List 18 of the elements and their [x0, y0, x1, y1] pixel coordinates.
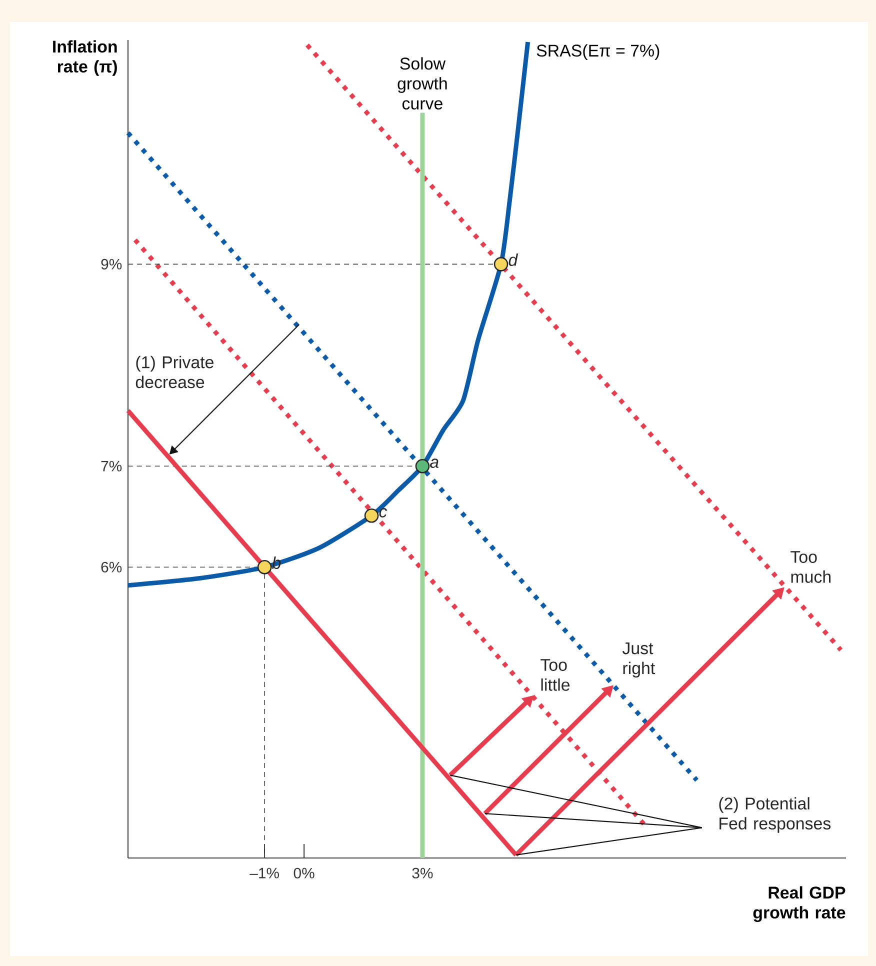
y-tick-label: 6% — [101, 562, 122, 572]
annotation: c — [379, 508, 388, 518]
annotation: Too little — [540, 659, 570, 691]
y-tick-label: 9% — [101, 258, 122, 270]
x-tick-label: 3% — [412, 868, 433, 878]
annotation: (2) Potential Fed responses — [719, 797, 831, 833]
x-axis-title: Real GDP growth rate — [753, 886, 846, 922]
series-label: Solow growth curve — [398, 57, 447, 110]
y-tick-label: 7% — [101, 460, 122, 472]
y-axis-title: Inflation rate (π) — [53, 40, 117, 76]
annotation: Just right — [622, 642, 656, 678]
annotation: (1) Private decrease — [136, 356, 214, 388]
series-label: SRAS(Eπ = 7%) — [536, 44, 660, 60]
annotation: d — [508, 254, 518, 266]
annotation: Too much — [790, 551, 830, 583]
annotation: a — [430, 458, 439, 468]
x-tick-label: –1% — [250, 868, 279, 878]
x-tick-label: 0% — [294, 868, 314, 878]
